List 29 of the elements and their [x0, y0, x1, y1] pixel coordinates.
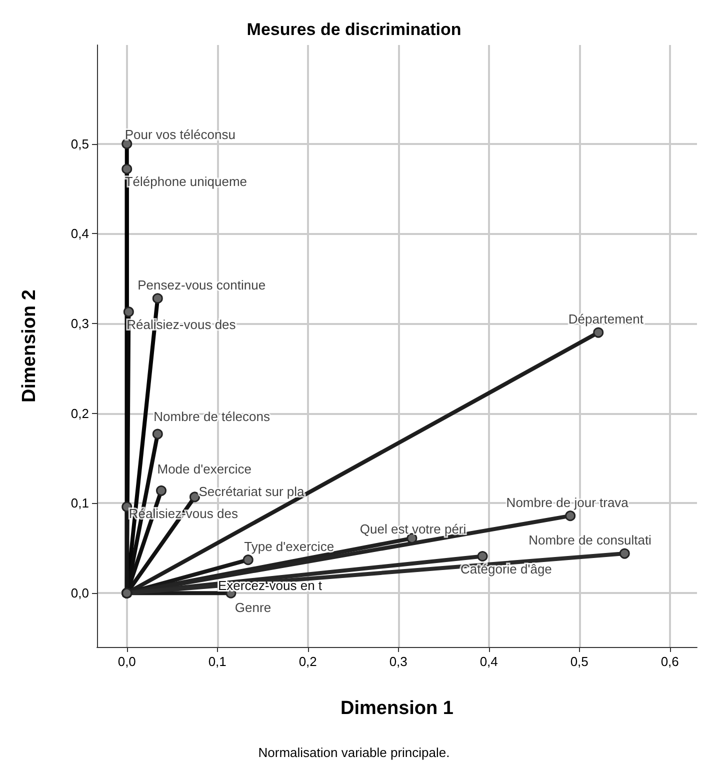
chart-title: Mesures de discrimination: [246, 20, 462, 39]
annotation: Catégorie d'âge: [460, 561, 552, 576]
annotation: Nombre de jour trava: [506, 494, 630, 510]
x-tick-label: 0,4: [480, 654, 498, 669]
y-tick-label: 0,3: [70, 316, 89, 332]
y-tick-label: 0,5: [70, 136, 89, 152]
annotation: Secrétariat sur pla: [198, 484, 305, 499]
text: Normalisation variable principale.: [258, 745, 450, 760]
annotation: Nombre de consultati: [528, 532, 652, 548]
x-tick-label: 0,6: [660, 654, 679, 669]
x-tick-label: 0,2: [298, 654, 317, 669]
annotation: Département: [568, 312, 644, 327]
annotation: Nombre de télecons: [154, 409, 270, 424]
x-tick-label: 0,0: [118, 654, 136, 669]
x-axis-title: Dimension 1: [340, 698, 454, 719]
annotation: Pensez-vous continue: [138, 277, 266, 292]
y-tick-label: 0,2: [70, 406, 89, 421]
y-axis-title: Dimension 2: [19, 290, 40, 402]
y-tick-label: 0,1: [70, 496, 89, 511]
x-tick-label: 0,5: [570, 654, 588, 669]
x-tick-label: 0,1: [208, 654, 226, 669]
y-tick-label: 0,4: [70, 226, 89, 242]
annotation: Pour vos téléconsu: [124, 126, 236, 142]
annotation: Genre: [234, 600, 272, 616]
annotation: Mode d'exercice: [157, 462, 252, 477]
annotation: Type d'exercice: [244, 538, 334, 554]
y-tick-label: 0,0: [70, 586, 89, 601]
annotation: Quel est votre péri: [360, 521, 466, 536]
x-tick-label: 0,3: [389, 654, 408, 669]
